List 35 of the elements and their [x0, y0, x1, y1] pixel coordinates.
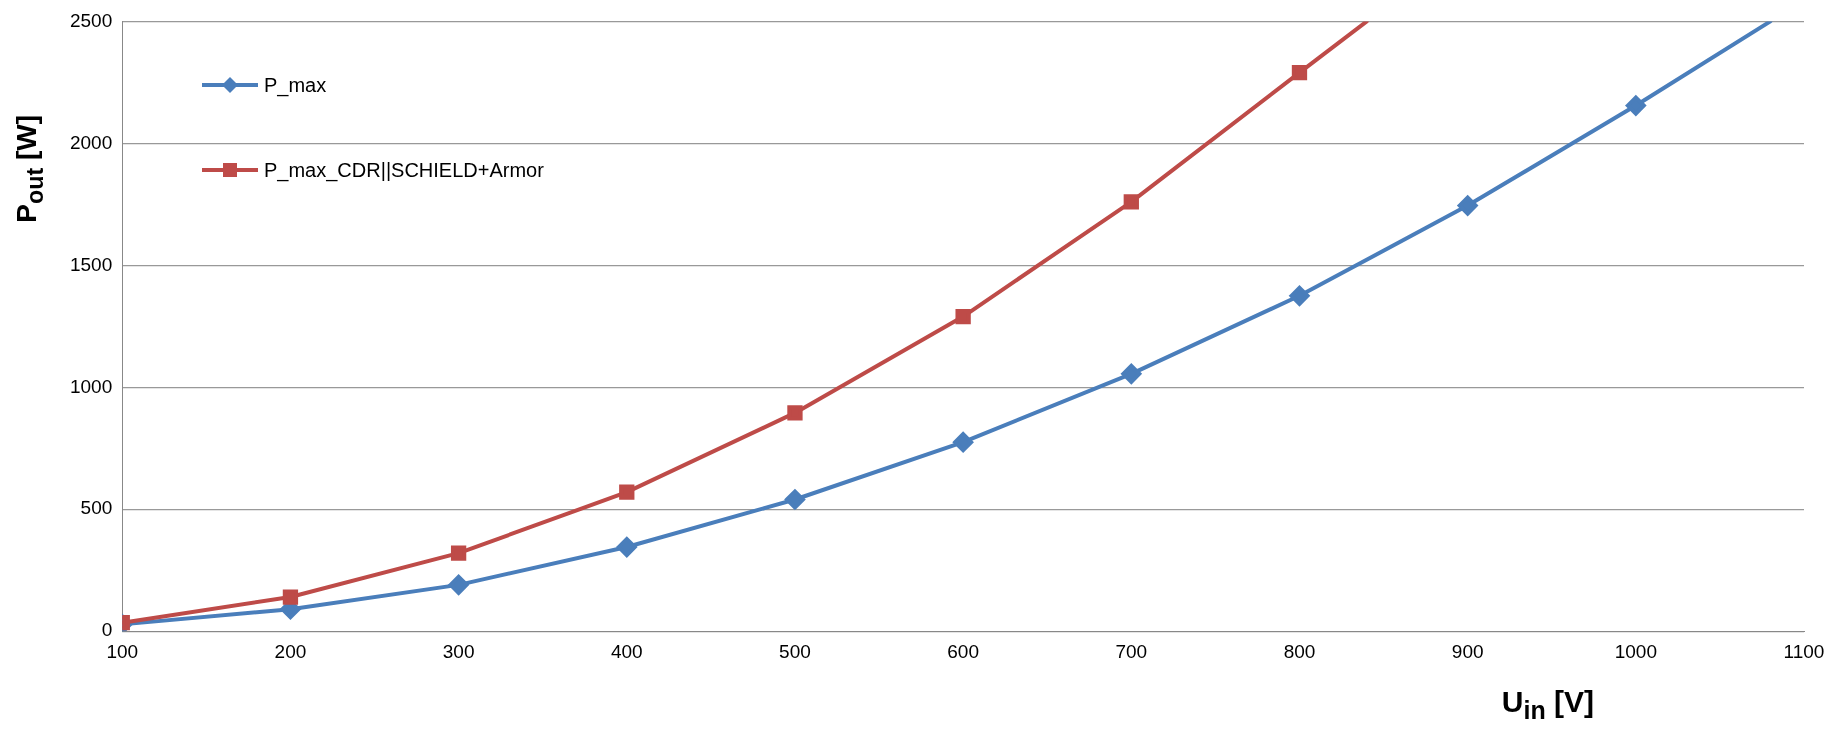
x-axis-title: U$_{in}$ [V] [1501, 685, 1594, 725]
y-tick-label: 2500 [69, 9, 113, 31]
x-tick-label: 700 [1115, 640, 1148, 662]
point [448, 574, 469, 595]
y-tick-label: 0 [101, 619, 113, 641]
point [1123, 194, 1139, 210]
x-tick-label: 1100 [1783, 640, 1825, 662]
point [1289, 285, 1310, 306]
x-tick-label: 900 [1451, 640, 1484, 662]
legend-label: P_max [264, 73, 327, 97]
point [784, 489, 805, 510]
y-tick-label: 2000 [69, 131, 113, 153]
point [1121, 363, 1142, 384]
point [787, 405, 803, 421]
point [953, 432, 974, 453]
point [955, 308, 971, 325]
point [619, 484, 635, 500]
x-tick-label: 600 [947, 640, 979, 662]
point [1457, 195, 1478, 216]
x-tick-label: 500 [779, 640, 811, 662]
point [282, 589, 299, 605]
x-tick-label: 1000 [1614, 640, 1657, 662]
x-tick-label: 800 [1283, 640, 1316, 662]
y-tick-label: 500 [80, 497, 113, 519]
point [1291, 64, 1308, 81]
x-tick-label: 200 [274, 640, 307, 662]
x-tick-label: 100 [106, 640, 139, 662]
x-tick-label: 300 [442, 640, 475, 662]
legend-label: P_max_CDR||SCHIELD+Armor [264, 158, 544, 182]
y-tick-label: 1000 [69, 375, 113, 397]
point [450, 545, 467, 561]
y-tick-label: 1500 [69, 253, 113, 275]
x-tick-label: 400 [610, 640, 643, 662]
point [1625, 95, 1646, 116]
point [616, 537, 637, 558]
